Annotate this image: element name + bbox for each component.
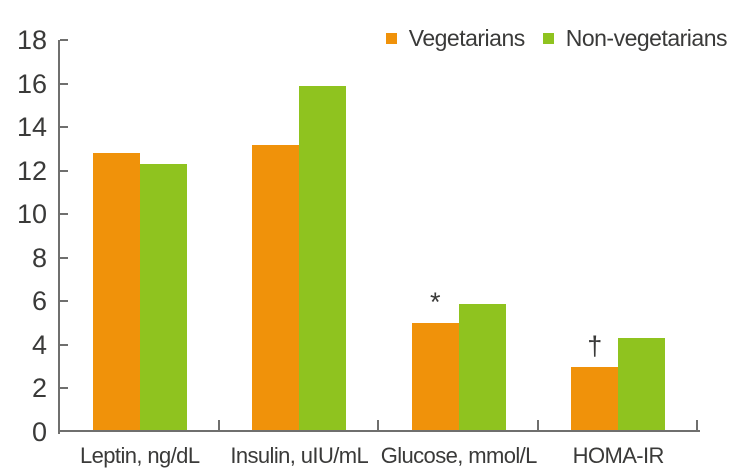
y-tick-label: 0 <box>31 417 47 447</box>
legend-label-vegetarians: Vegetarians <box>408 25 525 51</box>
y-tick-label: 12 <box>16 155 47 186</box>
x-axis-line <box>58 430 700 432</box>
bar-non-vegetarians <box>458 303 506 432</box>
bar-vegetarians <box>571 366 619 432</box>
x-axis-tick <box>696 420 698 430</box>
y-axis-tick <box>60 387 68 390</box>
y-axis-tick <box>60 300 68 303</box>
y-tick-label: 6 <box>31 286 47 317</box>
y-axis-tick <box>60 169 68 172</box>
x-category-label: Glucose, mmol/L <box>380 443 538 468</box>
x-category-label: Insulin, uIU/mL <box>230 443 369 468</box>
y-tick-label: 10 <box>16 199 47 230</box>
x-category-label: HOMA-IR <box>572 443 665 468</box>
x-category-label: Leptin, ng/dL <box>80 443 200 468</box>
bar-vegetarians <box>252 144 300 432</box>
y-tick-label: 16 <box>16 68 47 99</box>
y-axis-tick <box>60 343 68 346</box>
bar-non-vegetarians <box>618 338 666 432</box>
bar-vegetarians <box>411 323 459 432</box>
significance-asterisk: * <box>429 287 441 318</box>
y-axis-tick <box>60 126 68 129</box>
legend-item-vegetarians: Vegetarians <box>385 25 525 51</box>
y-tick-label: 4 <box>31 329 47 360</box>
legend: Vegetarians Non-vegetarians <box>385 25 728 51</box>
significance-dagger: † <box>587 330 603 361</box>
x-axis-tick <box>217 420 220 430</box>
bar-non-vegetarians <box>139 164 187 432</box>
bar-vegetarians <box>92 153 140 432</box>
y-axis-tick <box>60 256 68 259</box>
y-axis-tick <box>60 213 68 216</box>
vegetarians-swatch-icon <box>385 32 397 44</box>
non-vegetarians-swatch-icon <box>542 32 554 44</box>
y-tick-label: 14 <box>16 112 47 143</box>
y-tick-label: 2 <box>31 373 47 404</box>
x-axis-tick <box>536 420 539 430</box>
y-axis-tick <box>60 39 68 41</box>
legend-item-non-vegetarians: Non-vegetarians <box>542 25 728 51</box>
y-tick-label: 8 <box>31 242 47 273</box>
y-axis-tick <box>60 82 68 85</box>
bar-non-vegetarians <box>299 85 347 432</box>
y-tick-label: 18 <box>16 25 47 55</box>
y-axis-line <box>58 40 60 434</box>
x-axis-tick <box>377 420 379 430</box>
legend-label-non-vegetarians: Non-vegetarians <box>565 25 728 51</box>
